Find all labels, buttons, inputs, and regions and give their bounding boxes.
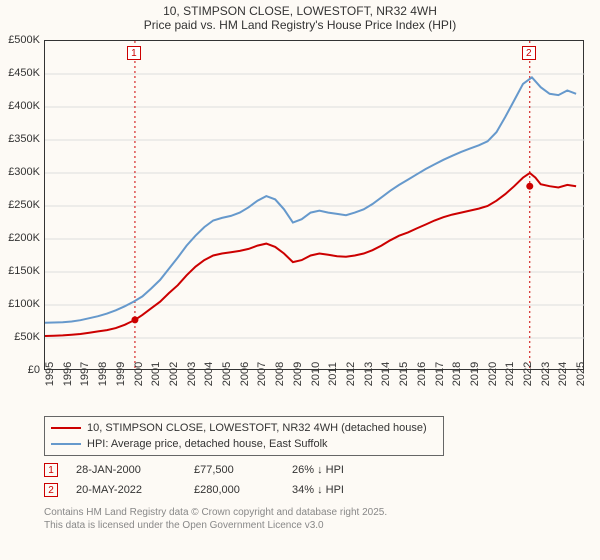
x-tick-label: 1997 bbox=[79, 362, 91, 386]
y-tick-label: £350K bbox=[0, 133, 40, 145]
legend-swatch bbox=[51, 443, 81, 445]
legend-label: HPI: Average price, detached house, East… bbox=[87, 438, 328, 450]
plot-svg bbox=[45, 41, 585, 371]
x-tick-label: 2014 bbox=[380, 362, 392, 386]
tx-price: £280,000 bbox=[194, 484, 274, 496]
x-tick-label: 2018 bbox=[451, 362, 463, 386]
y-tick-label: £300K bbox=[0, 166, 40, 178]
x-tick-label: 2009 bbox=[292, 362, 304, 386]
plot-area bbox=[44, 40, 584, 370]
x-tick-label: 1995 bbox=[44, 362, 56, 386]
footer-line-1: Contains HM Land Registry data © Crown c… bbox=[44, 506, 590, 519]
x-tick-label: 2010 bbox=[310, 362, 322, 386]
y-tick-label: £250K bbox=[0, 199, 40, 211]
x-tick-label: 2008 bbox=[274, 362, 286, 386]
footer-line-2: This data is licensed under the Open Gov… bbox=[44, 519, 590, 532]
tx-pct-vs-hpi: 34% ↓ HPI bbox=[292, 484, 392, 496]
x-tick-label: 2017 bbox=[434, 362, 446, 386]
x-tick-label: 2003 bbox=[186, 362, 198, 386]
footer-attribution: Contains HM Land Registry data © Crown c… bbox=[44, 506, 590, 532]
x-tick-label: 2005 bbox=[221, 362, 233, 386]
legend-item: HPI: Average price, detached house, East… bbox=[51, 436, 437, 452]
x-tick-label: 2002 bbox=[168, 362, 180, 386]
x-tick-label: 2022 bbox=[522, 362, 534, 386]
x-tick-label: 2000 bbox=[133, 362, 145, 386]
x-tick-label: 2025 bbox=[575, 362, 587, 386]
x-tick-label: 2001 bbox=[150, 362, 162, 386]
x-tick-label: 2004 bbox=[203, 362, 215, 386]
y-tick-label: £150K bbox=[0, 265, 40, 277]
legend-label: 10, STIMPSON CLOSE, LOWESTOFT, NR32 4WH … bbox=[87, 422, 427, 434]
chart-title: 10, STIMPSON CLOSE, LOWESTOFT, NR32 4WH … bbox=[0, 0, 600, 34]
x-tick-label: 1999 bbox=[115, 362, 127, 386]
y-tick-label: £100K bbox=[0, 298, 40, 310]
x-tick-label: 2012 bbox=[345, 362, 357, 386]
y-tick-label: £50K bbox=[0, 331, 40, 343]
x-tick-label: 2006 bbox=[239, 362, 251, 386]
chart-marker-1: 1 bbox=[127, 46, 141, 60]
x-tick-label: 1998 bbox=[97, 362, 109, 386]
y-tick-label: £500K bbox=[0, 34, 40, 46]
x-tick-label: 2023 bbox=[540, 362, 552, 386]
tx-date: 20-MAY-2022 bbox=[76, 484, 176, 496]
x-tick-label: 2015 bbox=[398, 362, 410, 386]
x-tick-label: 2011 bbox=[327, 362, 339, 386]
tx-price: £77,500 bbox=[194, 464, 274, 476]
x-tick-label: 2019 bbox=[469, 362, 481, 386]
tx-marker: 2 bbox=[44, 483, 58, 497]
x-tick-label: 2021 bbox=[504, 362, 516, 386]
y-tick-label: £450K bbox=[0, 67, 40, 79]
tx-date: 28-JAN-2000 bbox=[76, 464, 176, 476]
chart-area: £0 £50K £100K £150K £200K £250K £300K £350K £400… bbox=[0, 34, 600, 414]
tx-marker: 1 bbox=[44, 463, 58, 477]
x-tick-label: 2024 bbox=[557, 362, 569, 386]
y-tick-label: £400K bbox=[0, 100, 40, 112]
transaction-row: 1 28-JAN-2000 £77,500 26% ↓ HPI bbox=[44, 460, 590, 480]
transaction-table: 1 28-JAN-2000 £77,500 26% ↓ HPI 2 20-MAY-2022… bbox=[44, 460, 590, 500]
transaction-row: 2 20-MAY-2022 £280,000 34% ↓ HPI bbox=[44, 480, 590, 500]
title-line-1: 10, STIMPSON CLOSE, LOWESTOFT, NR32 4WH bbox=[0, 4, 600, 18]
x-tick-label: 2013 bbox=[363, 362, 375, 386]
chart-marker-2: 2 bbox=[522, 46, 536, 60]
y-tick-label: £0 bbox=[0, 364, 40, 376]
title-line-2: Price paid vs. HM Land Registry's House … bbox=[0, 18, 600, 32]
x-tick-label: 2020 bbox=[487, 362, 499, 386]
legend: 10, STIMPSON CLOSE, LOWESTOFT, NR32 4WH … bbox=[44, 416, 444, 456]
x-tick-label: 2016 bbox=[416, 362, 428, 386]
x-tick-label: 1996 bbox=[62, 362, 74, 386]
tx-pct-vs-hpi: 26% ↓ HPI bbox=[292, 464, 392, 476]
x-tick-label: 2007 bbox=[256, 362, 268, 386]
legend-item: 10, STIMPSON CLOSE, LOWESTOFT, NR32 4WH … bbox=[51, 420, 437, 436]
legend-swatch bbox=[51, 427, 81, 429]
y-tick-label: £200K bbox=[0, 232, 40, 244]
